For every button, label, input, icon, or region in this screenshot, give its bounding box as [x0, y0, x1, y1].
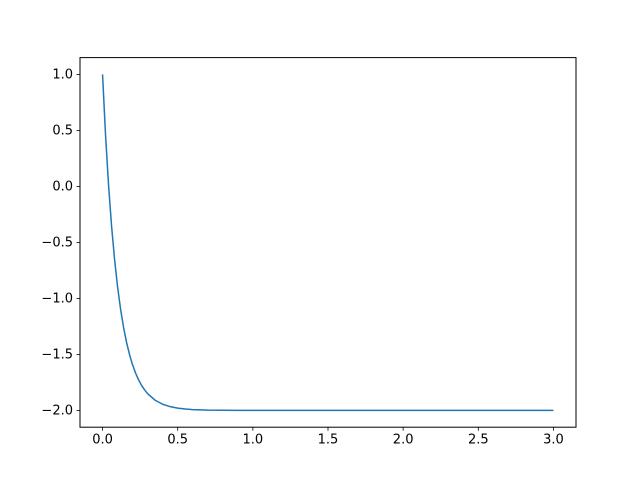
y-axis-tick-label: −1.0 [41, 292, 73, 307]
y-axis-tick-label: −1.5 [41, 348, 73, 363]
x-axis-tick-label: 1.0 [243, 433, 264, 448]
x-axis-tick-label: 1.5 [318, 433, 339, 448]
x-axis-tick-label: 2.5 [468, 433, 489, 448]
y-axis-tick-label: 0.0 [52, 180, 73, 195]
x-axis-tick-label: 2.0 [393, 433, 414, 448]
y-axis-tick-label: −2.0 [41, 404, 73, 419]
axes-spines [79, 57, 577, 428]
x-axis-tick-label: 3.0 [543, 433, 564, 448]
x-axis-tick-label: 0.0 [92, 433, 113, 448]
y-axis-tick-label: −0.5 [41, 236, 73, 251]
x-axis-tick-label: 0.5 [167, 433, 188, 448]
exponential-decay-curve [101, 74, 554, 412]
plot-area [80, 57, 576, 428]
y-axis-tick-label: 1.0 [52, 68, 73, 83]
y-axis-tick-label: 0.5 [52, 124, 73, 139]
